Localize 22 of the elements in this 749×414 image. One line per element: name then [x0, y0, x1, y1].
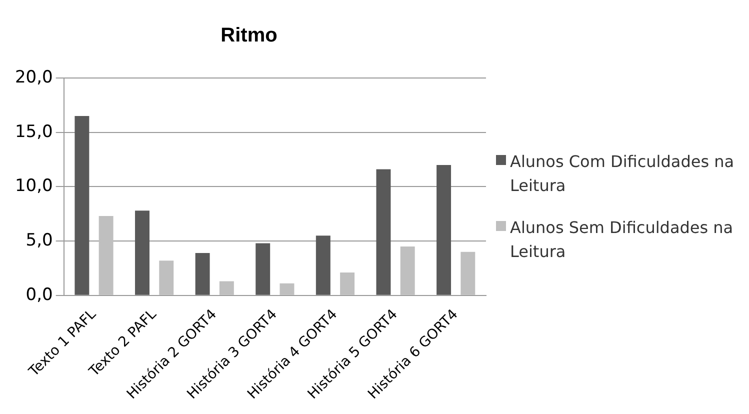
bar: [74, 116, 90, 295]
bar: [376, 169, 391, 295]
bar: [195, 252, 210, 295]
bar: [340, 272, 355, 295]
legend-label: Alunos Sem Dificuldades na Leitura: [510, 217, 734, 263]
y-tick-label: 10,0: [14, 176, 53, 196]
legend-label: Alunos Com Dificuldades na Leitura: [510, 151, 736, 197]
bar: [400, 246, 415, 295]
y-tick-label: 0,0: [26, 284, 53, 305]
bar: [460, 252, 476, 295]
bar: [219, 281, 234, 295]
bar: [280, 283, 294, 295]
bar: [159, 260, 174, 295]
bar: [135, 210, 150, 295]
bar: [316, 236, 330, 295]
y-tick-label: 15,0: [14, 122, 53, 142]
chart-title: Ritmo: [220, 24, 278, 47]
bar: [256, 243, 270, 295]
y-tick-label: 20,0: [14, 67, 53, 88]
bar: [98, 216, 114, 295]
y-tick-label: 5,0: [26, 230, 53, 250]
bar: [436, 164, 452, 295]
